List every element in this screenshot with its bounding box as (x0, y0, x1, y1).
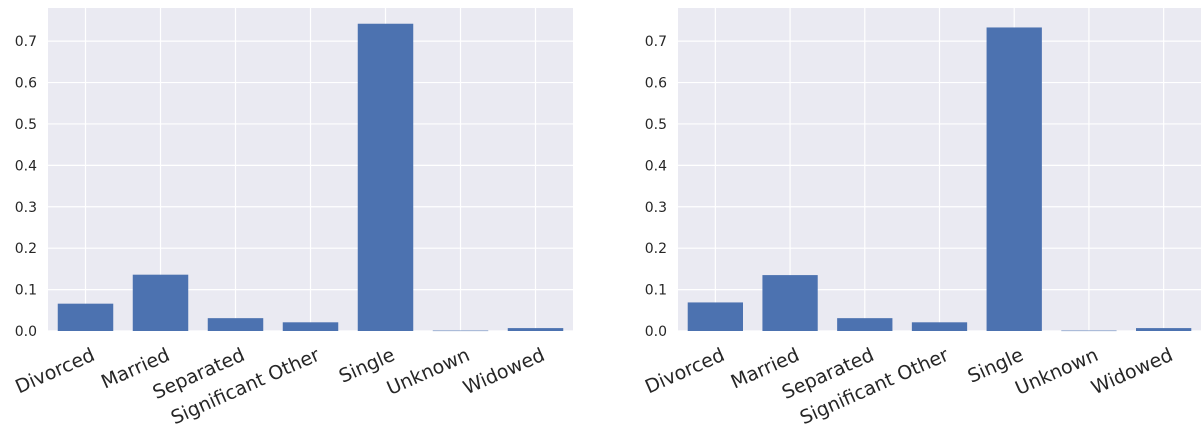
y-tick-label: 0.4 (15, 158, 37, 174)
y-tick-label: 0.7 (15, 34, 37, 50)
x-tick-label: Widowed (1088, 344, 1176, 399)
y-tick-label: 0.5 (645, 117, 667, 133)
bar-divorced (687, 302, 744, 331)
y-tick-label: 0.5 (15, 117, 37, 133)
y-tick-label: 0.2 (645, 241, 667, 257)
y-tick-label: 0.7 (645, 34, 667, 50)
bar-single (986, 27, 1042, 331)
x-tick-label: Unknown (1012, 344, 1102, 400)
bar-separated (837, 318, 893, 331)
x-tick-label: Divorced (642, 344, 728, 398)
y-tick-label: 0.3 (15, 200, 37, 216)
y-tick-label: 0.2 (15, 241, 37, 257)
y-tick-label: 0.1 (15, 283, 37, 299)
y-tick-label: 0.6 (645, 76, 667, 92)
bar-married (132, 274, 189, 331)
y-tick-label: 0.0 (645, 324, 667, 340)
y-tick-label: 0.1 (645, 283, 667, 299)
bar-divorced (57, 303, 114, 331)
y-tick-label: 0.6 (15, 76, 37, 92)
y-tick-label: 0.3 (645, 200, 667, 216)
x-tick-label: Divorced (12, 344, 98, 398)
x-tick-label: Unknown (384, 344, 474, 400)
bar-significant-other (911, 322, 968, 331)
x-tick-label: Widowed (460, 344, 548, 399)
bar-significant-other (282, 322, 339, 331)
bar-widowed (1135, 328, 1192, 331)
y-tick-label: 0.4 (645, 158, 667, 174)
y-tick-label: 0.0 (15, 324, 37, 340)
bar-widowed (507, 328, 564, 331)
bar-unknown (1061, 330, 1117, 332)
bar-single (357, 23, 414, 331)
bar-unknown (432, 330, 489, 332)
bar-separated (207, 318, 264, 331)
bar-married (762, 275, 818, 331)
